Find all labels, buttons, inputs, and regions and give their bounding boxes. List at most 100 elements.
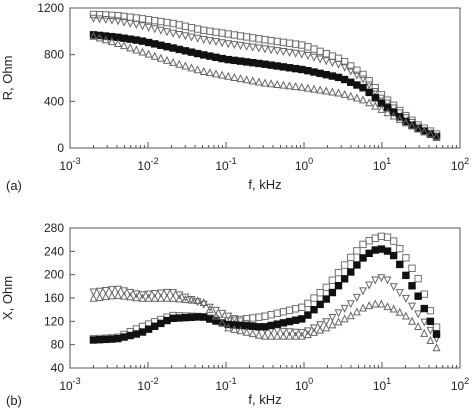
panel-a-series-1-point [260,45,270,54]
panel-a-series-2-point [236,57,245,65]
panel-b-series-0-point [414,274,422,283]
panel-b-series-3-point [260,331,270,340]
panel-a-series-0-point [144,16,153,24]
panel-a-series-0-point [316,47,324,56]
panel-a-series-0-point [212,28,220,36]
panel-a-series-3-point [389,111,398,120]
panel-b-series-1-point [224,312,233,321]
panel-a-series-2-point [279,63,288,71]
panel-b-x-tick-label: 10-3 [59,376,80,393]
panel-a-y-tick-label: 800 [44,48,64,62]
panel-a-series-0-point [267,36,275,45]
panel-b-series-2-point [316,300,324,309]
panel-a-series-2-point [310,68,318,76]
panel-a-series-2-point [242,58,251,66]
panel-b-series-1-point [175,291,184,300]
panel-b-series-3-point [230,324,239,333]
panel-a-series-3 [89,31,441,141]
panel-b-series-0-point [291,305,300,313]
panel-b-series-2-point [126,331,134,340]
panel-b-series-2-point [285,317,294,326]
panel-b-series-1-point [365,281,374,290]
panel-b-x-ticks: 10-3 10-2 10-1 100 101 102 [59,362,469,393]
panel-a-series-0 [89,10,441,138]
panel-b-series-1-point [346,300,355,309]
panel-b-y-axis-label: X, Ohm [0,276,15,320]
panel-b-series-1-point [193,298,202,307]
panel-a-y-tick-label: 400 [44,94,64,108]
panel-b-series-1-point [230,315,239,324]
panel-b-series-1-point [205,303,214,312]
panel-a-series-0-point [353,66,361,74]
panel-a-x-tick-label: 102 [451,156,469,173]
panel-a-series-0-point [242,33,251,41]
panel-a-series-0-point [230,31,239,39]
panel-a-series-0-point [126,13,134,21]
panel-b-series-0-point [408,264,416,272]
panel-a-series-2-point [132,36,141,44]
panel-b-series-1-point [426,326,435,335]
panel-a-series-0-point [249,34,257,42]
panel-a-series-3-point [414,124,423,133]
panel-a-series-1-point [377,94,386,103]
panel-a-series-3-point [132,45,141,54]
panel-b-series-1-point [95,287,104,296]
panel-a-series-0-point [218,29,226,37]
panel-a-series-1-point [218,39,227,48]
panel-b-series-2-point [169,314,177,323]
panel-a-x-ticks: 10-3 10-2 10-1 100 101 102 [59,142,469,173]
panel-b-series-2-point [432,330,441,338]
panel-b-series-1-point [371,276,380,285]
panel-a-series-1-point [144,23,153,32]
panel-a-series-1-point [132,20,141,30]
panel-b-series-3-point [346,311,355,320]
panel-a-series-1-point [340,63,349,72]
panel-b-series-2-point [255,323,263,331]
panel-b-series-3-point [279,331,288,340]
panel-a-series-1-point [309,53,319,62]
panel-b-series-3-point [352,307,361,316]
panel-b-series-1-point [144,290,153,299]
panel-a-series-0-point [334,54,343,63]
panel-b-series-1-point [383,276,392,285]
panel-b-series-1-point [236,317,245,326]
panel-b-series-1-point [126,288,135,297]
panel-b-series-1-point [414,310,423,319]
panel-b-series-2-point [279,319,288,327]
panel-a-series [89,10,441,141]
panel-a-series-3-point [309,84,319,93]
panel-b-series-1-point [138,291,147,300]
panel-b-series-2-point [267,321,275,330]
panel-a-series-3-point [371,101,380,110]
panel-a-series-3-point [150,51,159,60]
panel-a-x-tick-label: 101 [373,156,391,173]
panel-b-series-0-point [285,306,294,314]
panel-a-series-2-point [157,41,165,49]
panel-b-series-3-point [316,325,325,334]
panel-b-series-2-point [420,304,428,313]
panel-b-series-1-point [322,318,331,327]
panel-b-x-tick-label: 100 [295,376,313,393]
panel-a-series-3-point [254,77,263,86]
panel-a-series-2-point [322,71,330,79]
panel-a-series-3-point [395,114,404,123]
panel-a-series-3-point [199,66,208,75]
panel-b-series-3-point [236,326,245,335]
panel-b-x-tick-label: 101 [373,376,391,393]
panel-b-series-0-point [316,289,324,297]
panel-a-series-1-point [359,75,368,84]
panel-b-series-2-point [298,315,306,323]
panel-a-series-3-point [291,82,300,91]
panel-a-series-2-point [175,45,183,54]
panel-a-series-3-point [236,74,245,83]
panel-b-series-1-point [340,304,349,313]
panel-b-series-3-point [242,327,251,336]
panel-b-series-2-point [200,313,208,321]
panel-a-series-0-point [359,70,367,79]
panel-a-x-tick-label: 10-2 [137,156,158,173]
panel-b-series-3-point [132,293,141,302]
panel-b-series-2-point [402,271,410,280]
panel-b-y-tick-label: 40 [51,361,65,375]
panel-a-series-1-point [267,46,276,55]
panel-b-series-3-point [211,311,221,320]
